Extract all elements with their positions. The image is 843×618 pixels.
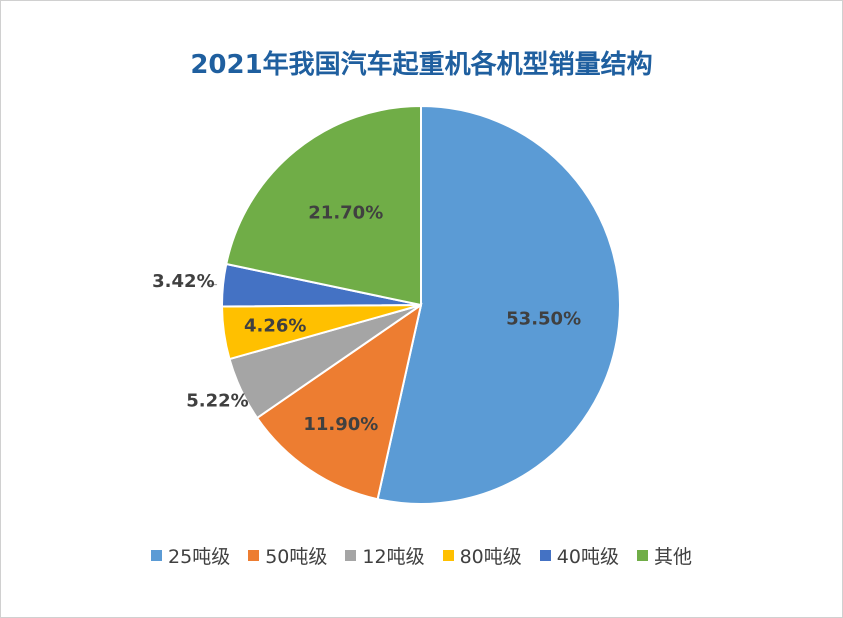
legend-item-50t: 50吨级 [248, 542, 327, 569]
data-label-12t: 5.22% [186, 391, 248, 412]
data-label-80t: 4.26% [244, 316, 306, 337]
chart-legend: 25吨级 50吨级 12吨级 80吨级 40吨级 其他 [0, 542, 843, 569]
data-label-40t: 3.42% [152, 271, 214, 292]
data-label-25t: 53.50% [506, 309, 581, 330]
pie-slice-other [225, 104, 422, 307]
legend-swatch-50t [248, 550, 260, 561]
legend-swatch-80t [442, 550, 454, 561]
legend-label-50t: 50吨级 [265, 546, 328, 568]
pie-slice-50t [255, 302, 423, 501]
legend-item-80t: 80吨级 [442, 542, 522, 569]
legend-item-12t: 12吨级 [345, 542, 425, 569]
legend-label-12t: 12吨级 [362, 546, 425, 568]
legend-item-40t: 40吨级 [539, 542, 619, 569]
legend-item-other: 其他 [636, 542, 692, 569]
legend-label-other: 其他 [653, 546, 692, 568]
legend-swatch-40t [539, 550, 551, 561]
legend-label-40t: 40吨级 [556, 546, 619, 568]
legend-label-25t: 25吨级 [168, 546, 231, 568]
legend-item-25t: 25吨级 [151, 542, 230, 569]
pie-slice-25t [376, 104, 621, 505]
legend-swatch-25t [151, 550, 163, 561]
chart-title: 2021年我国汽车起重机各机型销量结构 [190, 50, 653, 80]
legend-label-80t: 80吨级 [459, 546, 522, 568]
legend-swatch-12t [345, 550, 357, 561]
legend-swatch-other [636, 550, 648, 561]
data-label-50t: 11.90% [303, 414, 378, 435]
data-label-other: 21.70% [308, 202, 383, 223]
